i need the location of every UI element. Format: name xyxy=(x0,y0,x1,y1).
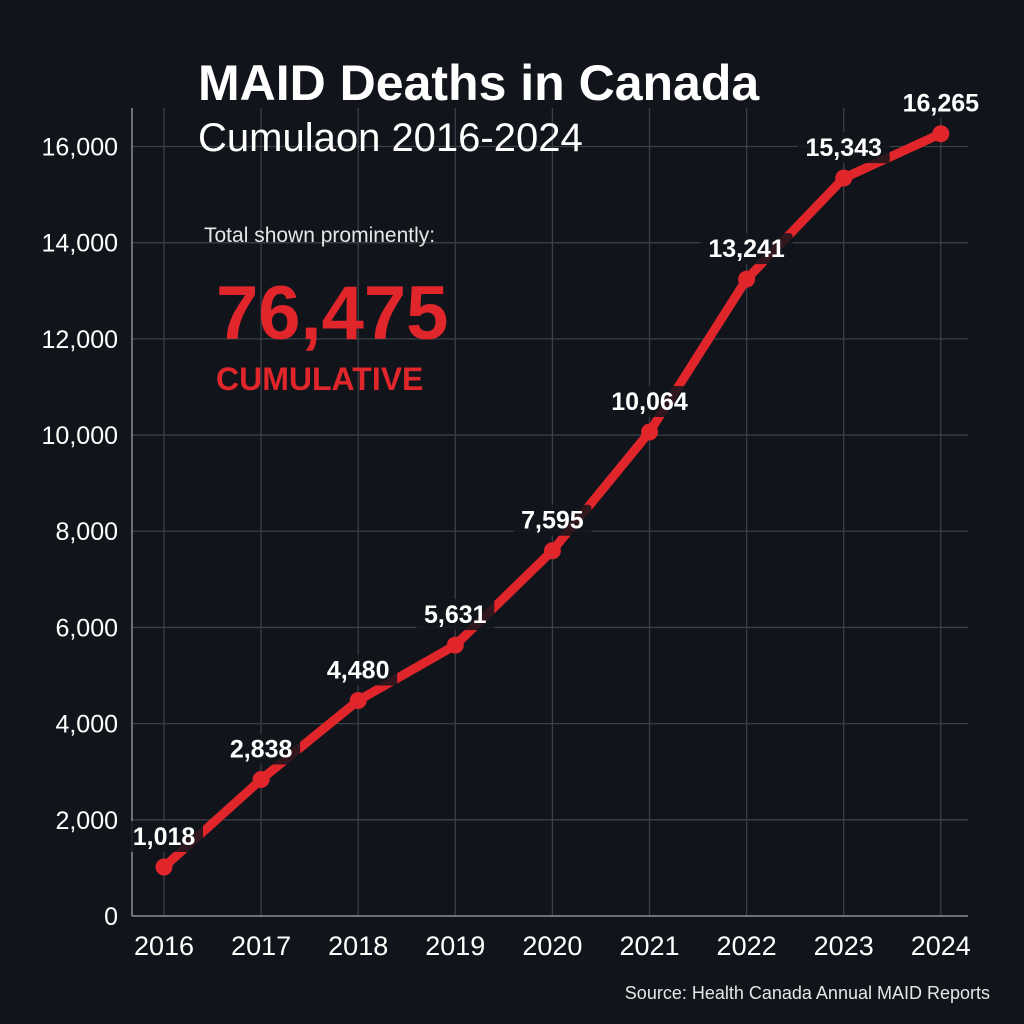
data-point xyxy=(835,169,853,187)
data-point xyxy=(641,423,658,441)
total-annotation: Total shown prominently: 76,475 CUMULATI… xyxy=(204,224,448,397)
data-label: 13,241 xyxy=(708,235,785,263)
x-tick-label: 2023 xyxy=(814,931,874,961)
x-tick-label: 2016 xyxy=(134,931,194,961)
data-point xyxy=(446,636,464,654)
x-axis-ticks: 2016 2017 2018 2019 2020 2021 2022 2023 2024 xyxy=(134,931,971,961)
data-point xyxy=(252,771,270,789)
data-label: 1,018 xyxy=(133,823,196,851)
data-label: 15,343 xyxy=(805,134,881,162)
data-label-backdrop xyxy=(797,132,890,164)
x-tick-label: 2018 xyxy=(328,931,388,961)
y-tick-label: 14,000 xyxy=(42,230,118,258)
y-tick-label: 12,000 xyxy=(42,326,118,354)
source-note: Source: Health Canada Annual MAID Report… xyxy=(625,983,990,1003)
x-tick-label: 2021 xyxy=(619,931,679,961)
data-label-backdrop xyxy=(513,504,592,536)
data-point xyxy=(932,125,950,143)
y-tick-label: 4,000 xyxy=(55,711,118,739)
data-label-backdrop xyxy=(603,385,696,417)
data-label: 2,838 xyxy=(230,736,293,764)
data-label-backdrop xyxy=(894,87,987,119)
annotation-caption: Total shown prominently: xyxy=(204,224,435,247)
x-tick-label: 2024 xyxy=(911,931,971,961)
chart-subtitle: Cumulaon 2016-2024 xyxy=(198,116,583,160)
data-label-backdrop xyxy=(319,654,398,686)
x-tick-label: 2020 xyxy=(522,931,582,961)
data-point xyxy=(738,270,756,288)
data-label-backdrop xyxy=(125,821,203,853)
data-label: 10,064 xyxy=(611,388,688,416)
data-labels: 1,018 2,838 4,480 5,631 7,595 10,064 13,241 15,… xyxy=(125,87,987,853)
y-tick-label: 2,000 xyxy=(55,807,118,835)
y-axis-ticks: 0 2,000 4,000 6,000 8,000 10,000 12,000 14,000 1… xyxy=(42,133,118,931)
data-label-backdrop xyxy=(700,233,793,265)
data-label-backdrop xyxy=(416,599,495,631)
chart-title: MAID Deaths in Canada xyxy=(198,55,760,111)
data-label: 4,480 xyxy=(327,657,390,685)
data-point xyxy=(349,692,367,710)
data-label: 7,595 xyxy=(521,507,584,535)
data-label: 5,631 xyxy=(424,601,487,629)
y-tick-label: 6,000 xyxy=(55,614,118,642)
x-tick-label: 2022 xyxy=(717,931,777,961)
annotation-label: CUMULATIVE xyxy=(216,361,423,397)
data-point xyxy=(155,858,173,876)
y-tick-label: 8,000 xyxy=(55,518,118,546)
y-tick-label: 10,000 xyxy=(42,422,118,450)
data-label-backdrop xyxy=(222,733,301,765)
annotation-value: 76,475 xyxy=(216,271,448,356)
x-tick-label: 2019 xyxy=(425,931,485,961)
data-point xyxy=(543,542,561,560)
y-tick-label: 16,000 xyxy=(42,133,118,161)
y-tick-label: 0 xyxy=(104,903,118,931)
x-tick-label: 2017 xyxy=(231,931,291,961)
data-label: 16,265 xyxy=(903,90,980,118)
